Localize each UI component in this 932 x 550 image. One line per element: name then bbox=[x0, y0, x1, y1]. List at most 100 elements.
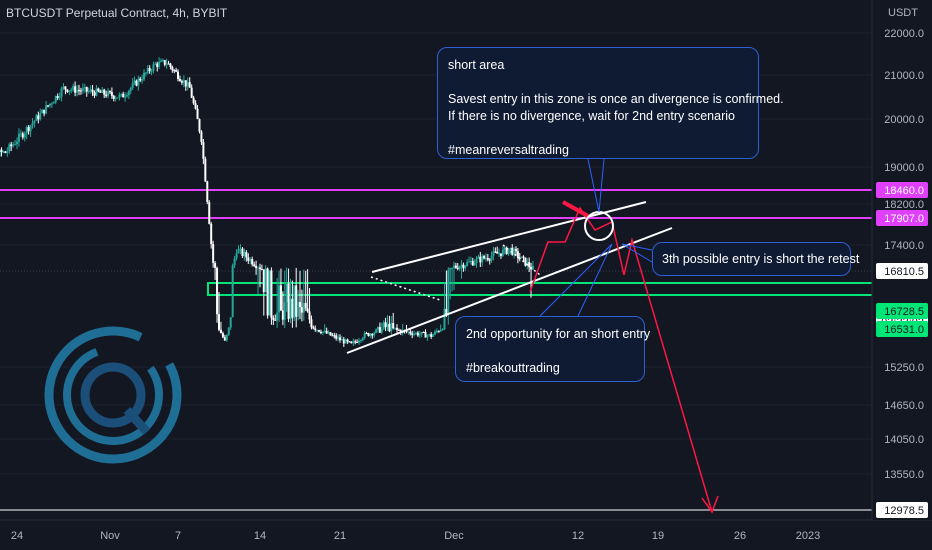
candle-body bbox=[74, 86, 77, 93]
candle-body bbox=[175, 70, 178, 72]
candle-body bbox=[62, 86, 65, 89]
candle-body bbox=[278, 285, 281, 313]
candle-body bbox=[177, 71, 179, 79]
candle-body bbox=[85, 87, 88, 92]
candle-body bbox=[218, 314, 220, 330]
candle-body bbox=[0, 149, 1, 157]
candle-body bbox=[339, 337, 341, 341]
candle-body bbox=[112, 95, 115, 99]
candle-body bbox=[247, 257, 250, 261]
candle-body bbox=[158, 61, 161, 67]
candle-body bbox=[456, 267, 459, 270]
price-tag-label: 16531.0 bbox=[884, 324, 924, 336]
y-tick-label: 20000.0 bbox=[884, 114, 924, 126]
candle-body bbox=[384, 322, 387, 328]
candle-body bbox=[70, 89, 73, 91]
candle-body bbox=[105, 94, 108, 97]
candle-body bbox=[126, 95, 128, 97]
candle-body bbox=[2, 151, 5, 153]
candle-body bbox=[239, 248, 242, 250]
candle-body bbox=[165, 63, 168, 65]
candle-body bbox=[515, 248, 517, 252]
note-line: 3th possible entry is short the retest bbox=[662, 252, 860, 266]
candle-body bbox=[283, 302, 286, 320]
candle-body bbox=[23, 133, 26, 138]
divergence-mark bbox=[562, 200, 589, 218]
candle-body bbox=[494, 251, 497, 253]
candle-body bbox=[432, 334, 435, 337]
price-tag bbox=[876, 303, 928, 319]
candle-body bbox=[373, 332, 376, 336]
candle-body bbox=[409, 331, 412, 334]
short-area-note[interactable]: short area Savest entry in this zone is … bbox=[437, 47, 784, 159]
candle-body bbox=[190, 87, 193, 98]
candle-body bbox=[41, 109, 44, 114]
candle-body bbox=[361, 337, 364, 340]
candle-body bbox=[511, 247, 514, 255]
candle-body bbox=[118, 94, 121, 98]
candle-body bbox=[19, 133, 22, 135]
candle-body bbox=[528, 262, 531, 268]
candle-body bbox=[182, 80, 185, 83]
candle-body bbox=[299, 302, 301, 308]
candle-body bbox=[516, 251, 519, 258]
candle-body bbox=[178, 78, 181, 82]
price-axis-bg bbox=[872, 0, 932, 520]
candle-body bbox=[235, 253, 238, 259]
candle-body bbox=[396, 327, 398, 330]
candle-body bbox=[346, 339, 349, 342]
candle-body bbox=[291, 298, 294, 318]
candle-body bbox=[492, 251, 495, 256]
candle-body bbox=[276, 312, 279, 321]
projection-path bbox=[529, 206, 713, 513]
candle-body bbox=[350, 341, 353, 344]
candle-body bbox=[321, 331, 324, 334]
candle-body bbox=[337, 337, 340, 339]
candle-body bbox=[411, 333, 414, 335]
candle-body bbox=[122, 93, 125, 98]
candle-body bbox=[352, 341, 355, 344]
candle-body bbox=[483, 256, 486, 259]
candle-body bbox=[137, 78, 140, 86]
candle-body bbox=[308, 311, 311, 320]
candle-body bbox=[356, 341, 359, 343]
x-tick-label: 7 bbox=[175, 530, 181, 542]
candle-body bbox=[150, 70, 153, 72]
note-title: short area bbox=[448, 58, 505, 72]
candle-body bbox=[319, 331, 322, 334]
candle-body bbox=[146, 68, 149, 73]
logo-tail bbox=[123, 406, 151, 436]
candle-body bbox=[48, 103, 51, 106]
candle-body bbox=[81, 88, 84, 92]
third-entry-note[interactable]: 3th possible entry is short the retest bbox=[652, 242, 860, 276]
candle-body bbox=[434, 331, 436, 335]
candle-body bbox=[437, 331, 440, 333]
price-tag bbox=[876, 210, 928, 226]
candle-body bbox=[289, 298, 292, 319]
candle-body bbox=[293, 285, 296, 318]
candle-body bbox=[310, 319, 313, 328]
y-tick-label: 18200.0 bbox=[884, 199, 924, 211]
candle-body bbox=[420, 332, 423, 335]
candle-body bbox=[274, 319, 277, 321]
candle-body bbox=[237, 249, 240, 254]
candle-body bbox=[156, 63, 159, 67]
candle-body bbox=[329, 332, 332, 336]
candle-body bbox=[131, 82, 134, 88]
second-entry-note[interactable]: 2nd opportunity for an short entry #brea… bbox=[455, 316, 650, 382]
candle-body bbox=[31, 123, 34, 126]
candle-body bbox=[490, 255, 493, 260]
candle-body bbox=[268, 270, 271, 316]
candle-body bbox=[367, 333, 370, 337]
candle-body bbox=[297, 302, 300, 317]
candle-body bbox=[484, 257, 487, 259]
candle-body bbox=[272, 318, 275, 320]
candle-body bbox=[390, 323, 393, 332]
candle-body bbox=[486, 257, 489, 260]
candle-body bbox=[430, 334, 433, 337]
candle-body bbox=[449, 268, 452, 270]
candle-body bbox=[513, 248, 516, 255]
candle-body bbox=[481, 256, 484, 263]
candle-body bbox=[505, 247, 508, 255]
